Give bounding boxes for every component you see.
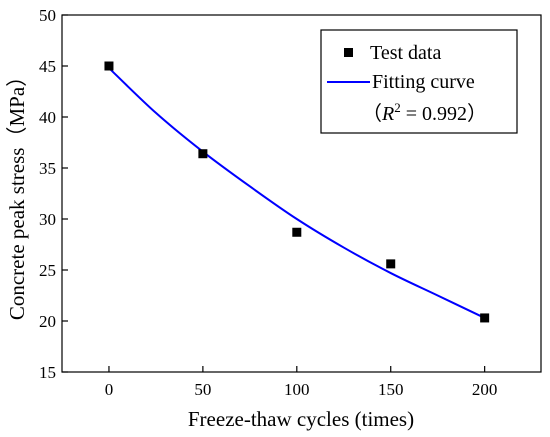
r-squared-value: = 0.992）	[401, 102, 487, 125]
data-points	[104, 61, 490, 323]
r-squared-exponent: 2	[394, 100, 401, 115]
fitting-curve-group	[108, 67, 486, 319]
r-squared-prefix: （	[362, 102, 382, 125]
y-tick-label: 20	[39, 312, 56, 331]
x-axis-label: Freeze-thaw cycles (times)	[188, 407, 414, 431]
axis-ticks	[62, 14, 486, 373]
r-squared-annotation: （R2 = 0.992）	[362, 100, 487, 125]
y-tick-label: 45	[39, 57, 56, 76]
r-squared-symbol: R	[381, 103, 394, 125]
y-tick-label: 25	[39, 261, 56, 280]
test-data-point	[292, 227, 302, 237]
y-axis-label: Concrete peak stress（MPa）	[5, 66, 29, 320]
legend-test-data-label: Test data	[370, 42, 441, 64]
x-tick-label: 50	[194, 380, 211, 399]
y-tick-label: 50	[39, 6, 56, 25]
y-tick-label: 15	[39, 363, 56, 382]
x-tick-label: 150	[378, 380, 404, 399]
x-tick-label: 100	[284, 380, 310, 399]
y-tick-label: 40	[39, 108, 56, 127]
plot-frame	[61, 14, 542, 373]
legend-test-data-marker	[344, 48, 353, 57]
test-data-point	[480, 313, 490, 323]
x-tick-label: 200	[472, 380, 498, 399]
test-data-point	[104, 61, 114, 71]
x-tick-label: 0	[105, 380, 114, 399]
test-data-point	[386, 259, 396, 269]
test-data-point	[198, 149, 208, 159]
y-tick-label: 30	[39, 210, 56, 229]
tick-labels: 0 50 100 150 200 15 20 25 30 35 40 45 50	[39, 6, 497, 399]
fitting-curve-line	[108, 67, 486, 319]
y-tick-label: 35	[39, 159, 56, 178]
legend: Test data Fitting curve （R2 = 0.992）	[320, 29, 518, 134]
legend-fitting-curve-label: Fitting curve	[372, 71, 475, 93]
